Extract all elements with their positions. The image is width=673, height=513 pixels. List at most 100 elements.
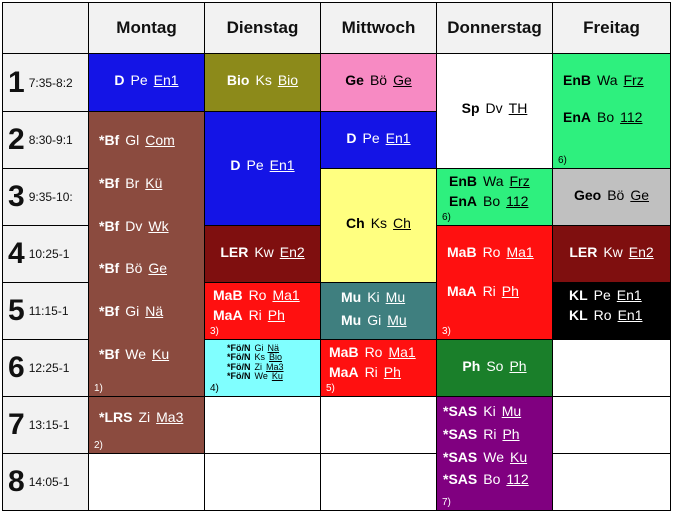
period-number: 4 <box>8 237 25 270</box>
period-2: 2 8:30-9:1 <box>2 111 89 169</box>
room-code: Ph <box>501 282 519 299</box>
teacher-code: Ki <box>483 403 496 419</box>
period-number: 5 <box>8 294 25 327</box>
lesson-entry: *Bf Gi Nä <box>99 303 175 320</box>
subject-code: LER <box>569 244 598 260</box>
room-code: En1 <box>269 157 295 173</box>
lesson-entry: Mu Gi Mu <box>341 312 407 329</box>
room-code: Ku <box>151 345 170 362</box>
lesson-entry: *Bf We Ku <box>99 346 175 363</box>
teacher-code: Bo <box>483 192 501 209</box>
teacher-code: Pe <box>130 72 148 88</box>
lesson-entries: Ch Ks Ch <box>321 215 436 232</box>
teacher-code: Gi <box>367 311 382 328</box>
lesson-entry: *Fö/N Zi Ma3 <box>227 362 284 372</box>
lesson-entries: D Pe En1 <box>321 130 436 147</box>
footnote-marker: 7) <box>442 497 451 508</box>
lesson-di-2-3: D Pe En1 <box>204 111 321 226</box>
lesson-fr-4: LER Kw En2 <box>552 225 671 283</box>
period-1: 1 7:35-8:2 <box>2 53 89 112</box>
subject-code: Ge <box>345 72 364 88</box>
lesson-entries: MaB Ro Ma1 MaA Ri Ph <box>329 344 416 381</box>
lesson-do-1-2: Sp Dv TH <box>436 53 553 169</box>
lesson-di-4: LER Kw En2 <box>204 225 321 283</box>
room-code: Mu <box>501 403 522 419</box>
footnote-marker: 2) <box>94 440 103 451</box>
lesson-entry: *Bf Gl Com <box>99 132 175 149</box>
teacher-code: Kw <box>254 244 274 260</box>
lesson-entry: MaA Ri Ph <box>329 364 416 381</box>
lesson-entry: KL Pe En1 <box>569 287 643 304</box>
subject-code: *Bf <box>99 260 120 277</box>
period-time: 10:25-1 <box>28 247 70 261</box>
room-code: Mu <box>387 311 407 328</box>
room-code: Ku <box>509 448 528 465</box>
teacher-code: Ro <box>248 287 267 303</box>
empty-slot <box>552 339 671 397</box>
lesson-entries: Bio Ks Bio <box>205 72 320 89</box>
subject-code: EnB <box>563 72 591 88</box>
room-code: Nä <box>145 303 164 320</box>
empty-slot <box>88 453 205 511</box>
subject-code: *Fö/N <box>227 343 251 353</box>
subject-code: Ph <box>462 358 481 374</box>
subject-code: *Fö/N <box>227 352 251 363</box>
lesson-entries: *LRS Zi Ma3 <box>99 409 183 426</box>
room-code: Ph <box>383 363 401 380</box>
room-code: Ma1 <box>388 344 416 360</box>
footnote-marker: 4) <box>210 383 219 394</box>
day-label: Mittwoch <box>341 18 416 37</box>
lesson-entry: Ph So Ph <box>437 358 552 375</box>
room-code: Ch <box>393 215 411 231</box>
lesson-entry: D Pe En1 <box>89 72 204 89</box>
lesson-entry: MaB Ro Ma1 <box>447 244 534 261</box>
lesson-mo-2-6: *Bf Gl Com *Bf Br Kü *Bf Dv Wk *Bf Bö Ge *Bf Gi Nä *Bf W… <box>88 111 205 397</box>
lesson-entry: *SAS We Ku <box>443 449 529 466</box>
teacher-code: Pe <box>246 157 264 173</box>
room-code: Com <box>145 132 175 148</box>
teacher-code: Gl <box>125 132 140 148</box>
room-code: Mu <box>385 289 406 305</box>
lesson-entry: Ge Bö Ge <box>321 72 436 89</box>
subject-code: *Bf <box>99 132 120 148</box>
lesson-entries: Ph So Ph <box>437 358 552 375</box>
lesson-entry: *Fö/N We Ku <box>227 371 284 382</box>
teacher-code: Ks <box>255 72 272 88</box>
lesson-entry: *Bf Bö Ge <box>99 260 175 277</box>
lesson-entry: KL Ro En1 <box>569 307 643 324</box>
day-label: Montag <box>116 18 177 37</box>
teacher-code: Ri <box>483 425 497 442</box>
lesson-entries: *Bf Gl Com *Bf Br Kü *Bf Dv Wk *Bf Bö Ge *Bf Gi Nä *Bf W… <box>99 132 175 363</box>
teacher-code: Bö <box>125 260 143 277</box>
lesson-entries: MaB Ro Ma1 MaA Ri Ph <box>213 287 300 324</box>
subject-code: *Fö/N <box>227 371 251 382</box>
lesson-do-3: EnB Wa Frz EnA Bo 112 6) <box>436 168 553 226</box>
room-code: En2 <box>628 244 654 260</box>
period-time: 14:05-1 <box>28 475 70 489</box>
lesson-entry: Bio Ks Bio <box>205 72 320 89</box>
lesson-entry: EnA Bo 112 <box>449 193 530 210</box>
lesson-mo-1: D Pe En1 <box>88 53 205 112</box>
room-code: Frz <box>509 173 530 189</box>
lesson-fr-3: Geo Bö Ge <box>552 168 671 226</box>
day-header-freitag: Freitag <box>552 2 671 54</box>
lesson-entry: *Fö/N Gi Nä <box>227 343 284 353</box>
subject-code: Bio <box>226 72 250 88</box>
lesson-entries: Sp Dv TH <box>437 100 552 117</box>
lesson-di-6: *Fö/N Gi Nä *Fö/N Ks Bio *Fö/N Zi Ma3 *Fö/N We Ku 4) <box>204 339 321 397</box>
lesson-entries: Mu Ki Mu Mu Gi Mu <box>341 289 407 329</box>
subject-code: *SAS <box>443 471 478 488</box>
subject-code: Sp <box>461 100 480 116</box>
teacher-code: Dv <box>125 217 143 234</box>
room-code: Bio <box>277 72 299 88</box>
teacher-code: Ro <box>482 244 501 260</box>
teacher-code: So <box>486 358 504 374</box>
lesson-entry: LER Kw En2 <box>553 244 670 261</box>
teacher-code: Wa <box>483 173 504 189</box>
lesson-entries: KL Pe En1 KL Ro En1 <box>569 287 643 324</box>
teacher-code: Bo <box>483 471 501 488</box>
day-label: Freitag <box>583 18 640 37</box>
lesson-entries: Ge Bö Ge <box>321 72 436 89</box>
teacher-code: Ro <box>593 306 612 323</box>
